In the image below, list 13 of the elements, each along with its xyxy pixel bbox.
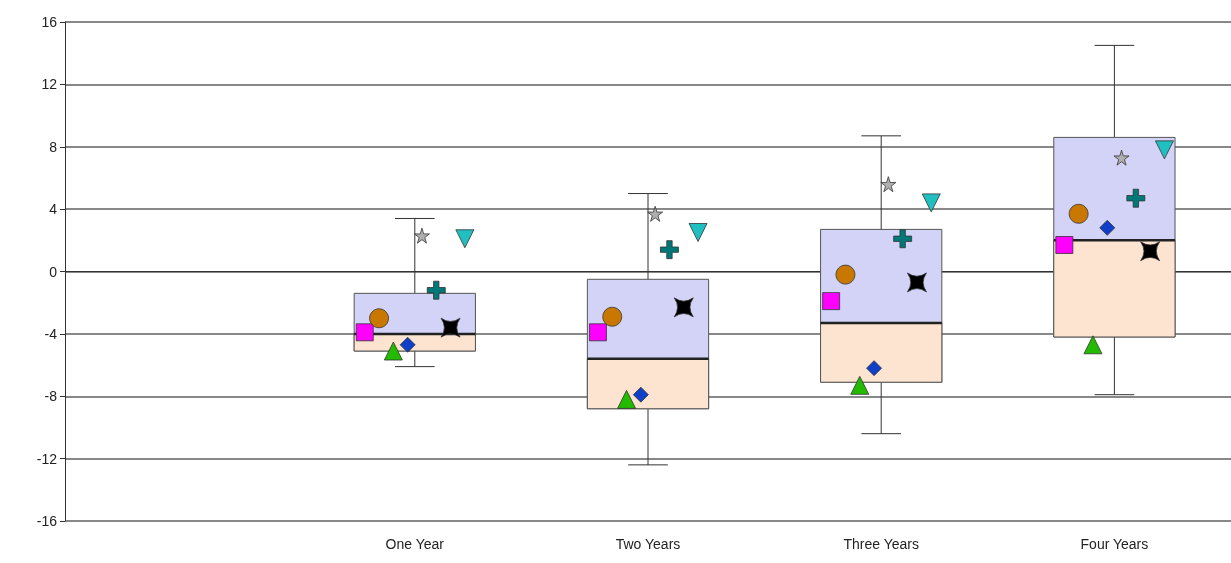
x-tick-label: Three Years: [843, 536, 919, 552]
x-tick-label: Four Years: [1080, 536, 1149, 552]
y-tick-label: 0: [49, 263, 58, 280]
y-tick-label: -12: [36, 450, 58, 467]
y-tick-label: -16: [36, 513, 58, 529]
y-tick-label: 8: [49, 138, 58, 155]
y-tick-label: -4: [44, 325, 58, 342]
x-tick-label: One Year: [385, 536, 445, 552]
y-tick-label: 16: [41, 14, 58, 30]
x-tick-label: Two Years: [615, 536, 681, 552]
y-tick-label: 4: [49, 201, 58, 218]
y-tick-label: 12: [41, 76, 58, 93]
y-tick-label: -8: [44, 388, 58, 405]
